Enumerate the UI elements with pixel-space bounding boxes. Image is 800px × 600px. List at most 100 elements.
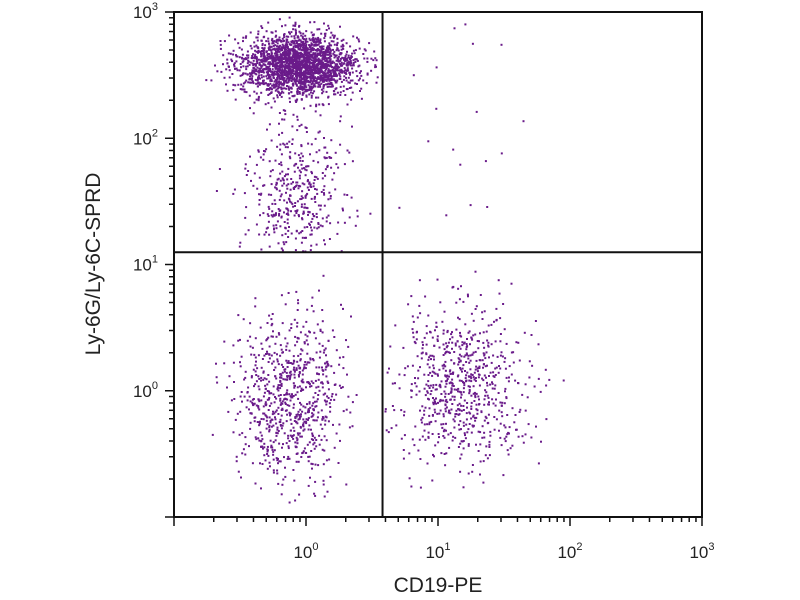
data-point <box>437 433 440 435</box>
data-point <box>287 447 290 450</box>
data-point <box>251 77 253 80</box>
data-point <box>460 285 462 288</box>
data-point <box>454 344 457 347</box>
data-point <box>282 142 285 145</box>
data-point <box>275 52 278 55</box>
data-point <box>423 336 426 339</box>
data-point <box>427 380 430 383</box>
data-point <box>306 226 309 228</box>
data-point <box>247 81 250 84</box>
data-point <box>329 70 332 73</box>
data-point <box>274 54 277 57</box>
data-point <box>303 420 306 423</box>
data-point <box>461 440 464 443</box>
data-point <box>304 361 307 363</box>
data-point <box>311 39 314 42</box>
plot-area <box>174 12 702 517</box>
data-point <box>431 433 434 435</box>
data-point <box>340 387 343 389</box>
data-point <box>326 151 329 154</box>
data-point <box>495 398 497 401</box>
data-point <box>332 90 335 92</box>
data-point <box>338 69 341 72</box>
data-point <box>433 344 436 347</box>
data-point <box>335 81 338 84</box>
data-point <box>389 345 392 348</box>
data-point <box>316 66 319 69</box>
data-point <box>303 46 306 49</box>
data-point <box>272 42 275 45</box>
data-point <box>298 493 301 496</box>
data-point <box>345 88 348 91</box>
data-point <box>353 52 356 55</box>
data-point <box>263 67 266 70</box>
data-point <box>427 436 430 439</box>
data-point <box>294 33 297 36</box>
data-point <box>299 54 302 57</box>
data-point <box>274 366 277 369</box>
data-point <box>284 109 287 112</box>
data-point <box>302 91 305 94</box>
data-point <box>316 53 319 56</box>
data-point <box>517 341 520 344</box>
data-point <box>253 101 256 104</box>
data-point <box>290 178 293 180</box>
data-point <box>473 371 476 374</box>
data-point <box>254 78 257 81</box>
data-point <box>270 193 273 196</box>
data-point <box>267 193 270 196</box>
data-point <box>271 37 274 40</box>
data-point <box>278 333 281 336</box>
data-point <box>296 74 299 77</box>
data-point <box>275 224 278 227</box>
data-point <box>288 69 291 72</box>
data-point <box>328 191 331 194</box>
data-point <box>318 103 321 106</box>
data-point <box>317 378 320 381</box>
data-point <box>426 423 429 426</box>
data-point <box>499 340 502 343</box>
data-point <box>403 410 406 413</box>
data-point <box>219 43 222 46</box>
data-point <box>254 416 257 419</box>
data-point <box>291 393 293 396</box>
data-point <box>459 391 462 394</box>
data-point <box>265 30 268 33</box>
data-point <box>478 367 481 369</box>
data-point <box>266 54 269 57</box>
data-point <box>454 436 457 439</box>
data-point <box>457 390 459 393</box>
data-point <box>471 338 474 341</box>
data-point <box>312 413 315 416</box>
data-point <box>513 421 516 424</box>
data-point <box>330 76 333 79</box>
data-point <box>251 62 254 65</box>
data-point <box>263 354 266 357</box>
data-point <box>336 48 339 50</box>
data-point <box>281 170 284 173</box>
data-point <box>449 432 452 435</box>
data-point <box>241 53 244 56</box>
data-point <box>485 376 487 379</box>
data-point <box>299 39 302 42</box>
data-point <box>316 28 319 31</box>
data-point <box>277 242 280 245</box>
data-point <box>272 385 275 388</box>
data-point <box>278 56 281 58</box>
data-point <box>310 143 313 146</box>
data-point <box>255 55 258 58</box>
data-point <box>291 62 294 64</box>
data-point <box>374 64 377 67</box>
data-point <box>289 72 292 75</box>
data-point <box>288 79 291 82</box>
data-point <box>321 172 324 174</box>
data-point <box>313 331 316 334</box>
data-point <box>291 69 294 71</box>
data-point <box>245 406 248 409</box>
data-point <box>325 50 328 53</box>
data-point <box>337 69 340 72</box>
data-point <box>462 342 465 345</box>
data-point <box>491 398 494 401</box>
data-point <box>268 424 271 427</box>
data-point <box>292 403 295 406</box>
